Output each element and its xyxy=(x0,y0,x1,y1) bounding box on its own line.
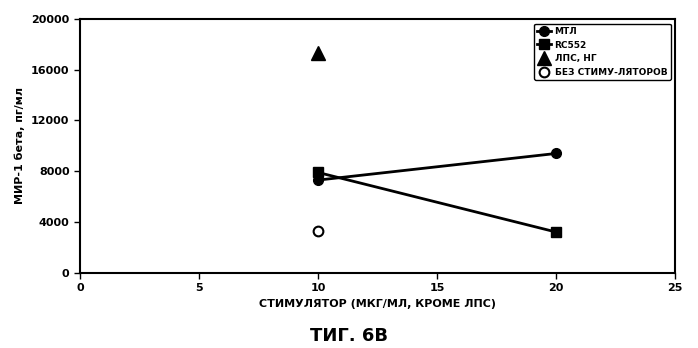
Legend: МΤЛ, RC552, ЛПС, НГ, БЕЗ СТИМУ-ЛЯТОРОВ: МΤЛ, RC552, ЛПС, НГ, БЕЗ СТИМУ-ЛЯТОРОВ xyxy=(534,24,671,80)
Text: ΤИГ. 6В: ΤИГ. 6В xyxy=(310,326,388,345)
X-axis label: СТИМУЛЯТОР (МКГ/МЛ, КРОМЕ ЛПС): СТИМУЛЯТОР (МКГ/МЛ, КРОМЕ ЛПС) xyxy=(259,299,496,309)
Y-axis label: МИР-1 бета, пг/мл: МИР-1 бета, пг/мл xyxy=(15,87,26,204)
